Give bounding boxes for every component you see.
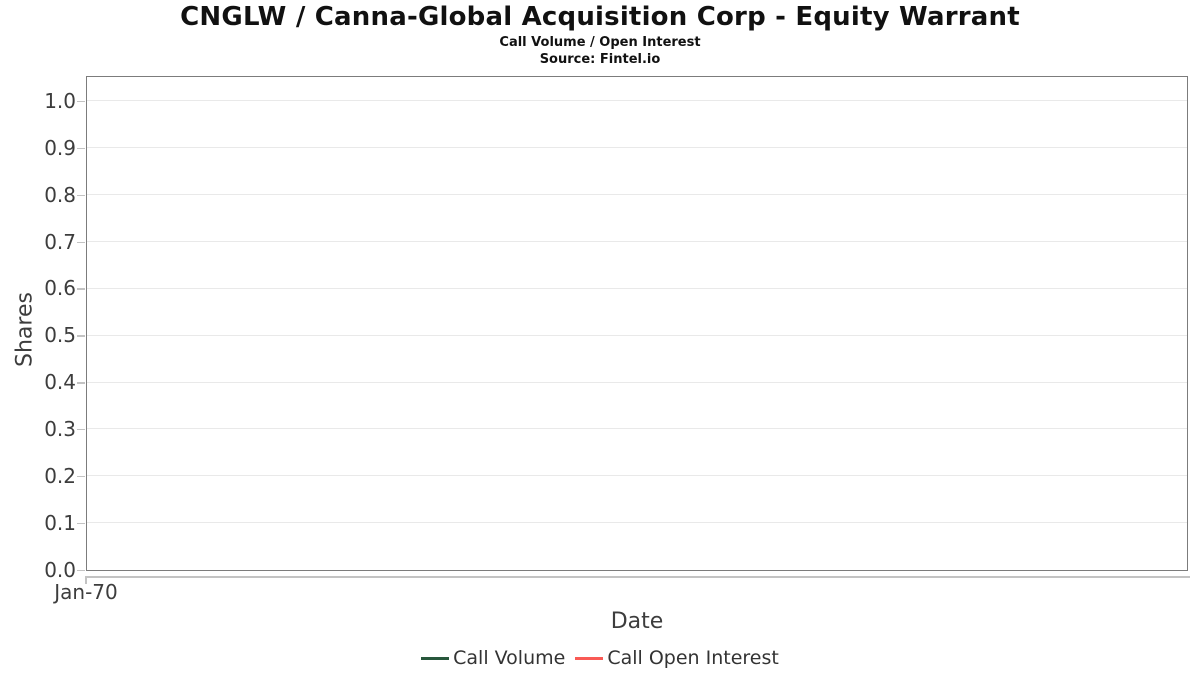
y-axis-tick-mark <box>77 569 85 571</box>
gridline <box>87 194 1187 196</box>
y-axis-tick-mark <box>77 428 85 431</box>
gridline <box>87 287 1187 289</box>
x-axis-tick-mark <box>85 578 87 584</box>
legend: Call Volume Call Open Interest <box>0 646 1200 670</box>
y-axis-tick-label: 0.9 <box>44 135 76 160</box>
y-axis-tick-mark <box>77 475 85 478</box>
x-axis-tick-label: Jan-70 <box>54 580 118 604</box>
legend-swatch <box>575 656 604 660</box>
chart-source-note: Source: Fintel.io <box>539 52 661 67</box>
legend-label: Call Open Interest <box>607 647 779 669</box>
y-axis-tick-label: 0.4 <box>44 370 76 395</box>
gridline <box>87 381 1187 383</box>
y-axis-tick-label: 0.6 <box>44 276 76 301</box>
gridline <box>87 334 1187 336</box>
gridline <box>87 241 1187 242</box>
legend-swatch <box>421 656 450 660</box>
gridline <box>87 100 1187 102</box>
chart-title: CNGLW / Canna-Global Acquisition Corp - … <box>180 2 1020 32</box>
plot-area <box>86 76 1188 571</box>
gridline <box>87 522 1187 524</box>
y-axis-tick-mark <box>77 100 85 103</box>
gridline <box>87 475 1187 477</box>
y-axis-tick-mark <box>77 241 85 243</box>
y-axis-tick-label: 0.7 <box>44 229 76 254</box>
y-axis-tick-mark <box>77 147 85 150</box>
y-axis-tick-label: 0.3 <box>44 416 76 441</box>
y-axis-tick-mark <box>77 288 85 290</box>
y-axis-tick-label: 0.1 <box>44 510 76 535</box>
y-axis-tick-mark <box>77 194 85 197</box>
legend-item: Call Open Interest <box>575 646 779 670</box>
y-axis-tick-label: 0.2 <box>44 463 76 488</box>
x-axis-label: Date <box>610 609 664 634</box>
y-axis-tick-label: 0.8 <box>44 182 76 207</box>
legend-label: Call Volume <box>453 647 566 669</box>
y-axis-tick-mark <box>77 335 85 337</box>
chart-subtitle: Call Volume / Open Interest <box>499 35 701 50</box>
x-axis-line <box>85 576 1190 578</box>
y-axis-tick-label: 1.0 <box>44 88 76 113</box>
legend-item: Call Volume <box>421 646 565 670</box>
gridline <box>87 428 1187 430</box>
y-axis-tick-label: 0.5 <box>44 323 76 348</box>
y-axis-tick-mark <box>77 522 85 525</box>
y-axis-tick-label: 0.0 <box>44 557 76 582</box>
gridline <box>87 147 1187 149</box>
y-axis-tick-mark <box>77 382 85 384</box>
